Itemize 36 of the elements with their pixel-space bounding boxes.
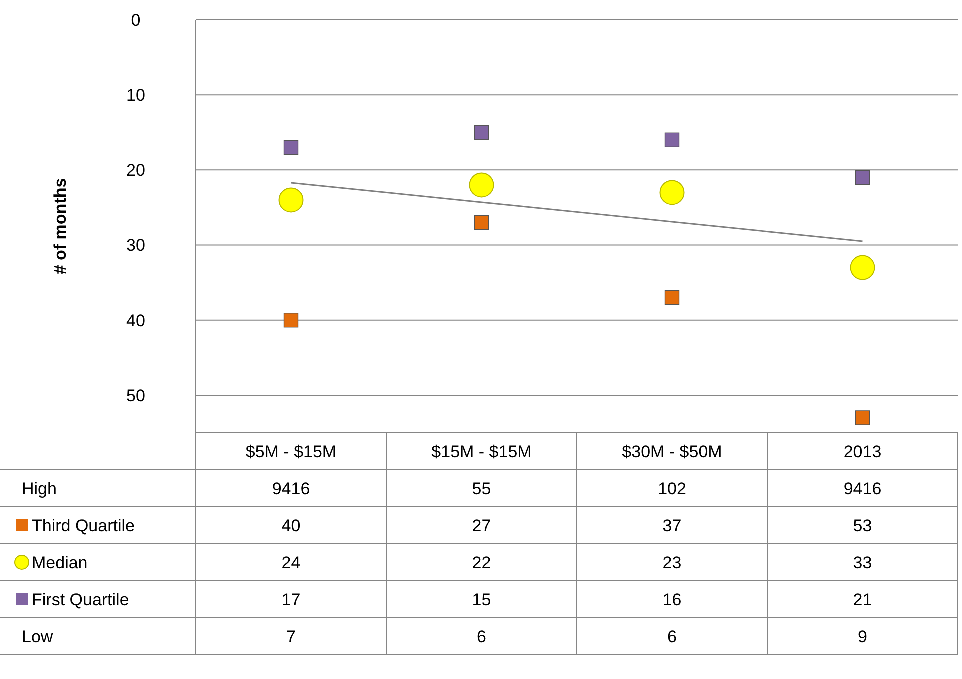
data-label: 53	[853, 516, 872, 536]
data-label: 55	[472, 479, 492, 498]
y-tick-label: 50	[126, 386, 146, 406]
category-label: $15M - $15M	[432, 442, 532, 462]
data-label: 9416	[272, 479, 310, 498]
data-label: 27	[472, 516, 492, 536]
category-label: 2013	[844, 442, 882, 462]
category-label: $30M - $50M	[622, 442, 722, 462]
data-label: 6	[668, 627, 677, 646]
y-tick-label: 0	[131, 10, 141, 30]
legend-label: First Quartile	[32, 590, 130, 610]
data-label: 37	[662, 516, 682, 536]
data-label: 102	[658, 479, 686, 498]
data-label: 16	[662, 590, 682, 610]
y-tick-label: 20	[126, 161, 146, 180]
text: High	[22, 479, 57, 498]
data-label: 40	[282, 516, 301, 536]
data-label: 9416	[844, 479, 882, 498]
data-label: 17	[282, 590, 301, 610]
data-label: 23	[662, 553, 682, 572]
legend-label: Third Quartile	[32, 516, 135, 536]
data-label: 21	[853, 590, 872, 610]
legend-label: Median	[32, 553, 88, 572]
text: Low	[22, 627, 54, 646]
data-label: 24	[282, 553, 301, 572]
y-axis-title: # of months	[51, 178, 70, 275]
category-label: $5M - $15M	[246, 442, 337, 462]
data-label: 22	[472, 553, 492, 572]
data-label: 9	[858, 627, 868, 646]
data-label: 33	[853, 553, 872, 572]
data-label: 15	[472, 590, 492, 610]
data-label: 6	[477, 627, 486, 646]
y-tick-label: 40	[126, 311, 146, 330]
data-label: 7	[286, 627, 296, 646]
y-tick-label: 10	[126, 86, 146, 106]
y-tick-label: 30	[126, 236, 146, 256]
